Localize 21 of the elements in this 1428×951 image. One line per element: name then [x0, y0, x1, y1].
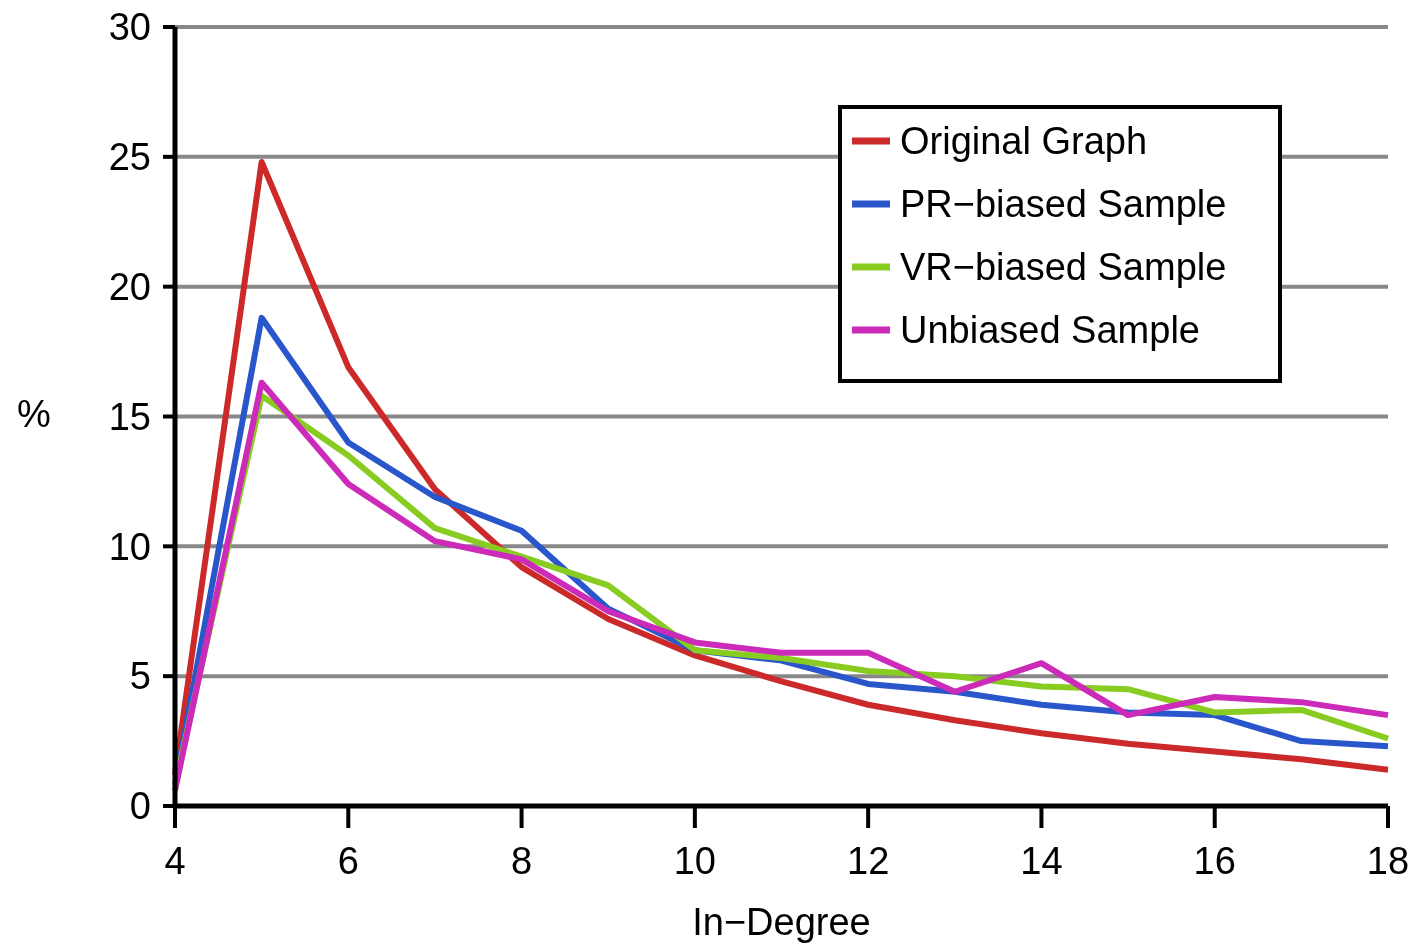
x-tick-label: 8 — [511, 840, 533, 882]
y-tick-label: 20 — [108, 265, 151, 308]
y-tick-label: 30 — [108, 6, 151, 49]
x-tick-label: 18 — [1366, 840, 1410, 882]
y-tick-label: 10 — [108, 525, 151, 568]
x-tick-label: 4 — [164, 840, 186, 882]
y-tick-label: 15 — [108, 395, 151, 438]
y-tick-label: 0 — [129, 785, 151, 828]
legend-label: PR−biased Sample — [900, 183, 1227, 226]
x-tick-label: 10 — [673, 840, 716, 882]
y-tick-label: 5 — [129, 655, 151, 698]
y-axis-title: % — [17, 392, 51, 435]
x-tick-label: 16 — [1193, 840, 1236, 882]
x-tick-label: 6 — [337, 840, 359, 882]
x-axis-title: In−Degree — [692, 901, 871, 943]
legend-label: Unbiased Sample — [900, 309, 1200, 352]
legend-label: Original Graph — [900, 120, 1148, 163]
y-tick-label: 25 — [108, 136, 151, 179]
x-tick-label: 12 — [847, 840, 890, 882]
legend-label: VR−biased Sample — [900, 246, 1227, 289]
x-tick-label: 14 — [1020, 840, 1063, 882]
